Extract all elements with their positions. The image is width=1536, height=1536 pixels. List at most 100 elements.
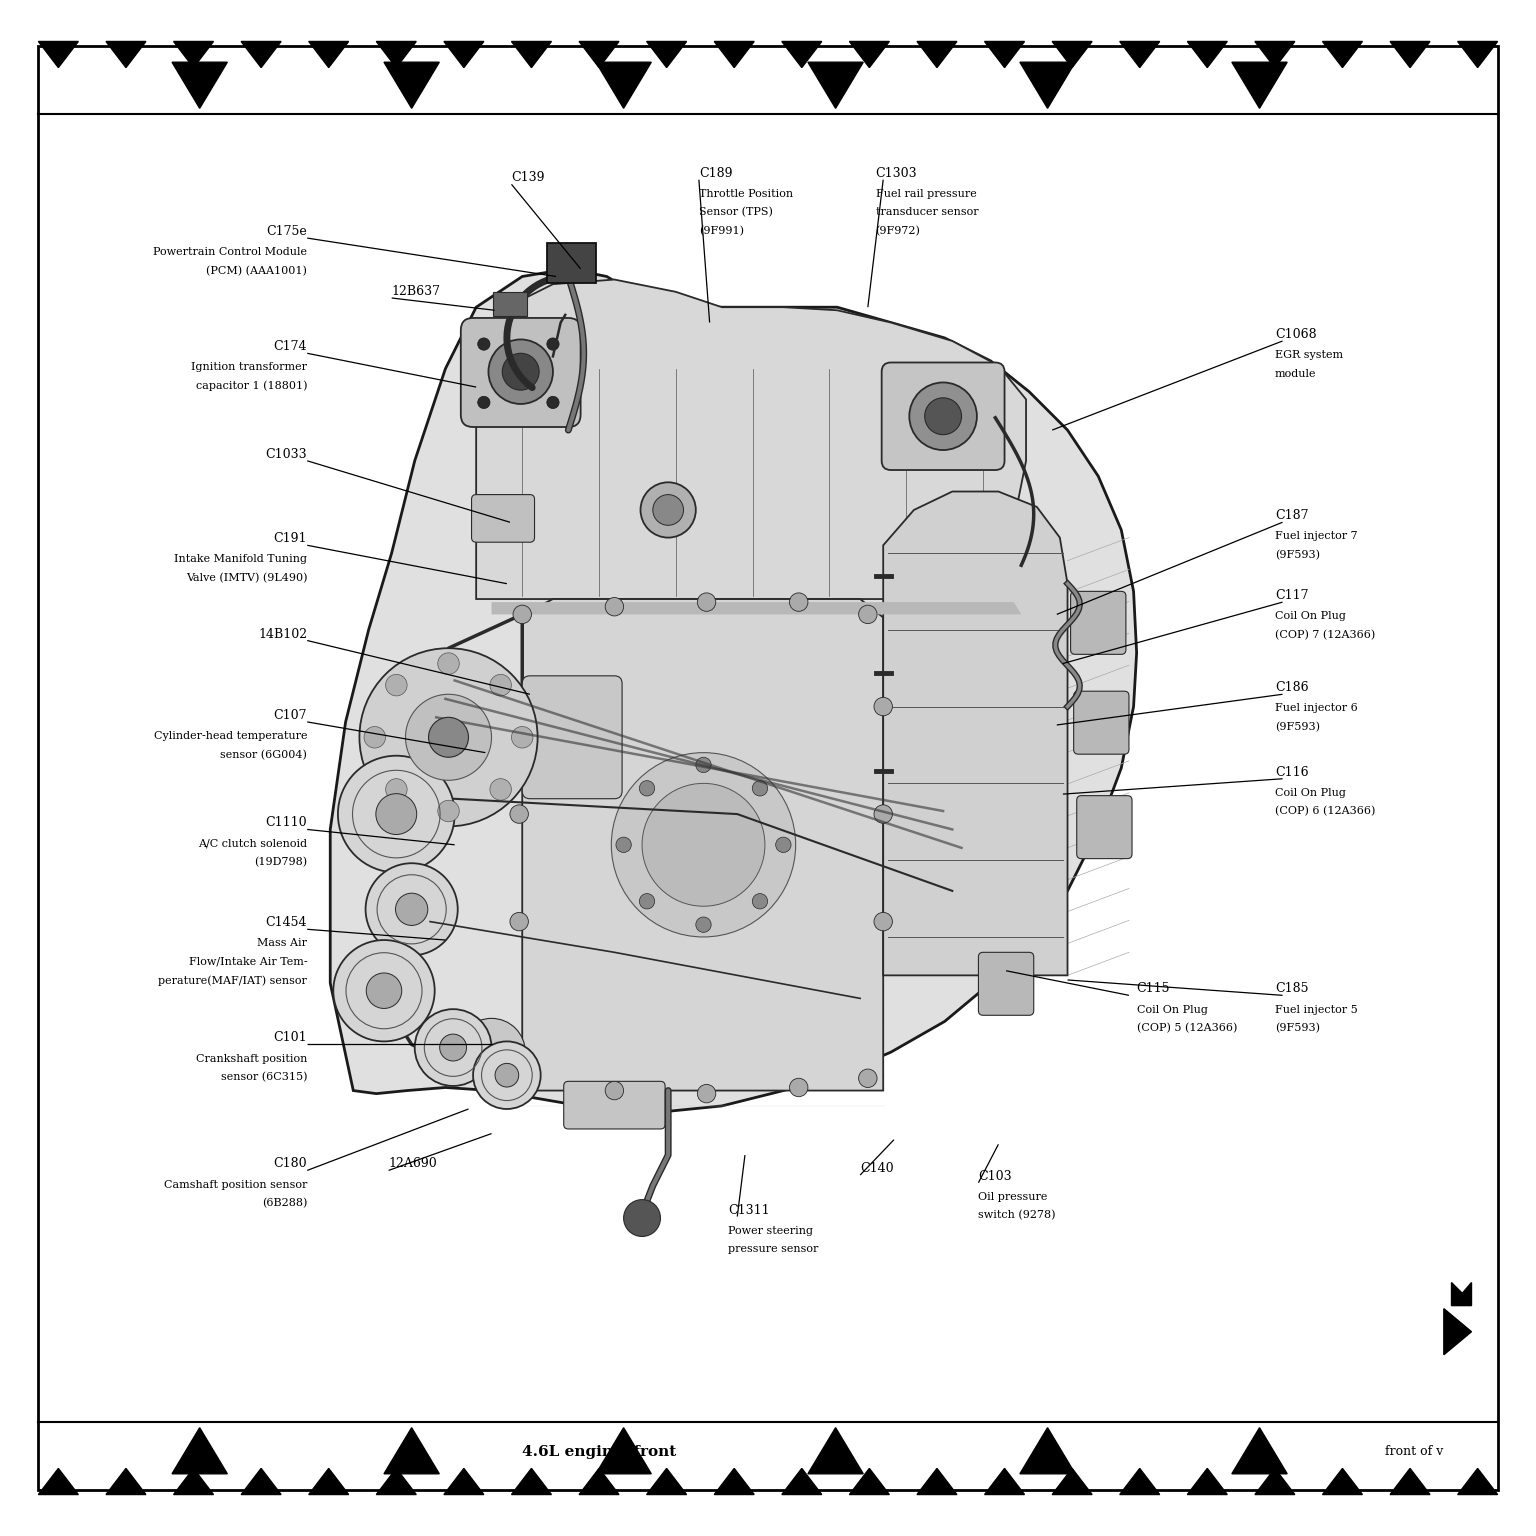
- Text: C1068: C1068: [1275, 329, 1316, 341]
- Text: C117: C117: [1275, 590, 1309, 602]
- Polygon shape: [714, 1468, 754, 1495]
- Text: C103: C103: [978, 1170, 1012, 1183]
- Text: 5: 5: [829, 80, 842, 98]
- Circle shape: [790, 593, 808, 611]
- Text: Power steering: Power steering: [728, 1226, 813, 1236]
- Polygon shape: [309, 1468, 349, 1495]
- Circle shape: [488, 339, 553, 404]
- Circle shape: [641, 482, 696, 538]
- Polygon shape: [1322, 1468, 1362, 1495]
- Polygon shape: [1458, 1468, 1498, 1495]
- Text: 4: 4: [617, 1438, 630, 1456]
- Text: (COP) 6 (12A366): (COP) 6 (12A366): [1275, 806, 1375, 817]
- Circle shape: [616, 837, 631, 852]
- Text: (9F972): (9F972): [876, 226, 920, 237]
- Text: (6B288): (6B288): [261, 1198, 307, 1209]
- Polygon shape: [444, 41, 484, 68]
- Text: A/C clutch solenoid: A/C clutch solenoid: [198, 839, 307, 849]
- Polygon shape: [174, 41, 214, 68]
- Text: C189: C189: [699, 167, 733, 180]
- Circle shape: [874, 805, 892, 823]
- Text: EGR system: EGR system: [1275, 350, 1342, 361]
- Circle shape: [386, 674, 407, 696]
- Text: pressure sensor: pressure sensor: [728, 1244, 819, 1255]
- Text: switch (9278): switch (9278): [978, 1210, 1055, 1221]
- Circle shape: [639, 780, 654, 796]
- Polygon shape: [782, 1468, 822, 1495]
- Circle shape: [510, 697, 528, 716]
- Text: perature(MAF/IAT) sensor: perature(MAF/IAT) sensor: [158, 975, 307, 986]
- Polygon shape: [883, 492, 1068, 975]
- Polygon shape: [917, 41, 957, 68]
- Text: C101: C101: [273, 1032, 307, 1044]
- Text: (9F593): (9F593): [1275, 1023, 1319, 1034]
- Text: 3: 3: [406, 80, 418, 98]
- Circle shape: [697, 593, 716, 611]
- Circle shape: [415, 1009, 492, 1086]
- Circle shape: [376, 794, 416, 834]
- Text: (COP) 5 (12A366): (COP) 5 (12A366): [1137, 1023, 1236, 1034]
- Polygon shape: [1052, 41, 1092, 68]
- Polygon shape: [444, 1468, 484, 1495]
- Circle shape: [438, 800, 459, 822]
- FancyBboxPatch shape: [564, 1081, 665, 1129]
- FancyBboxPatch shape: [493, 292, 527, 316]
- Circle shape: [429, 717, 468, 757]
- Text: C1454: C1454: [266, 917, 307, 929]
- Text: Coil On Plug: Coil On Plug: [1275, 611, 1346, 622]
- Text: C115: C115: [1137, 983, 1170, 995]
- Text: 4: 4: [617, 80, 630, 98]
- Text: C175e: C175e: [266, 226, 307, 238]
- Text: Mass Air: Mass Air: [257, 938, 307, 949]
- Polygon shape: [172, 1428, 227, 1475]
- Polygon shape: [647, 1468, 687, 1495]
- Text: front of v: front of v: [1385, 1445, 1444, 1458]
- Circle shape: [490, 674, 511, 696]
- Text: C107: C107: [273, 710, 307, 722]
- Polygon shape: [309, 41, 349, 68]
- Polygon shape: [1232, 1428, 1287, 1475]
- Polygon shape: [476, 280, 1026, 599]
- Circle shape: [333, 940, 435, 1041]
- Circle shape: [547, 338, 559, 350]
- Polygon shape: [511, 1468, 551, 1495]
- Circle shape: [925, 398, 962, 435]
- Text: 7: 7: [1253, 80, 1266, 98]
- Polygon shape: [174, 1468, 214, 1495]
- Polygon shape: [1322, 41, 1362, 68]
- Text: Ignition transformer: Ignition transformer: [190, 362, 307, 373]
- Polygon shape: [1020, 1428, 1075, 1475]
- Circle shape: [697, 1084, 716, 1103]
- Polygon shape: [1020, 63, 1075, 108]
- Polygon shape: [917, 1468, 957, 1495]
- Circle shape: [642, 783, 765, 906]
- Polygon shape: [579, 41, 619, 68]
- Text: Crankshaft position: Crankshaft position: [195, 1054, 307, 1064]
- Text: 12B637: 12B637: [392, 286, 441, 298]
- Polygon shape: [376, 41, 416, 68]
- Polygon shape: [596, 1428, 651, 1475]
- Polygon shape: [511, 41, 551, 68]
- Circle shape: [406, 694, 492, 780]
- Polygon shape: [330, 269, 1137, 1112]
- Polygon shape: [849, 1468, 889, 1495]
- Polygon shape: [1232, 63, 1287, 108]
- Polygon shape: [782, 41, 822, 68]
- Circle shape: [510, 805, 528, 823]
- Polygon shape: [384, 63, 439, 108]
- Text: 6: 6: [1041, 1438, 1054, 1456]
- Polygon shape: [714, 41, 754, 68]
- Polygon shape: [579, 1468, 619, 1495]
- Text: C191: C191: [273, 533, 307, 545]
- Text: (PCM) (AAA1001): (PCM) (AAA1001): [206, 266, 307, 276]
- Polygon shape: [1120, 1468, 1160, 1495]
- Text: C139: C139: [511, 172, 545, 184]
- Text: 14B102: 14B102: [258, 628, 307, 641]
- Circle shape: [696, 917, 711, 932]
- Polygon shape: [1120, 41, 1160, 68]
- Text: C1033: C1033: [266, 449, 307, 461]
- Polygon shape: [522, 599, 883, 1091]
- Text: (19D798): (19D798): [253, 857, 307, 868]
- FancyBboxPatch shape: [522, 676, 622, 799]
- Circle shape: [396, 894, 427, 925]
